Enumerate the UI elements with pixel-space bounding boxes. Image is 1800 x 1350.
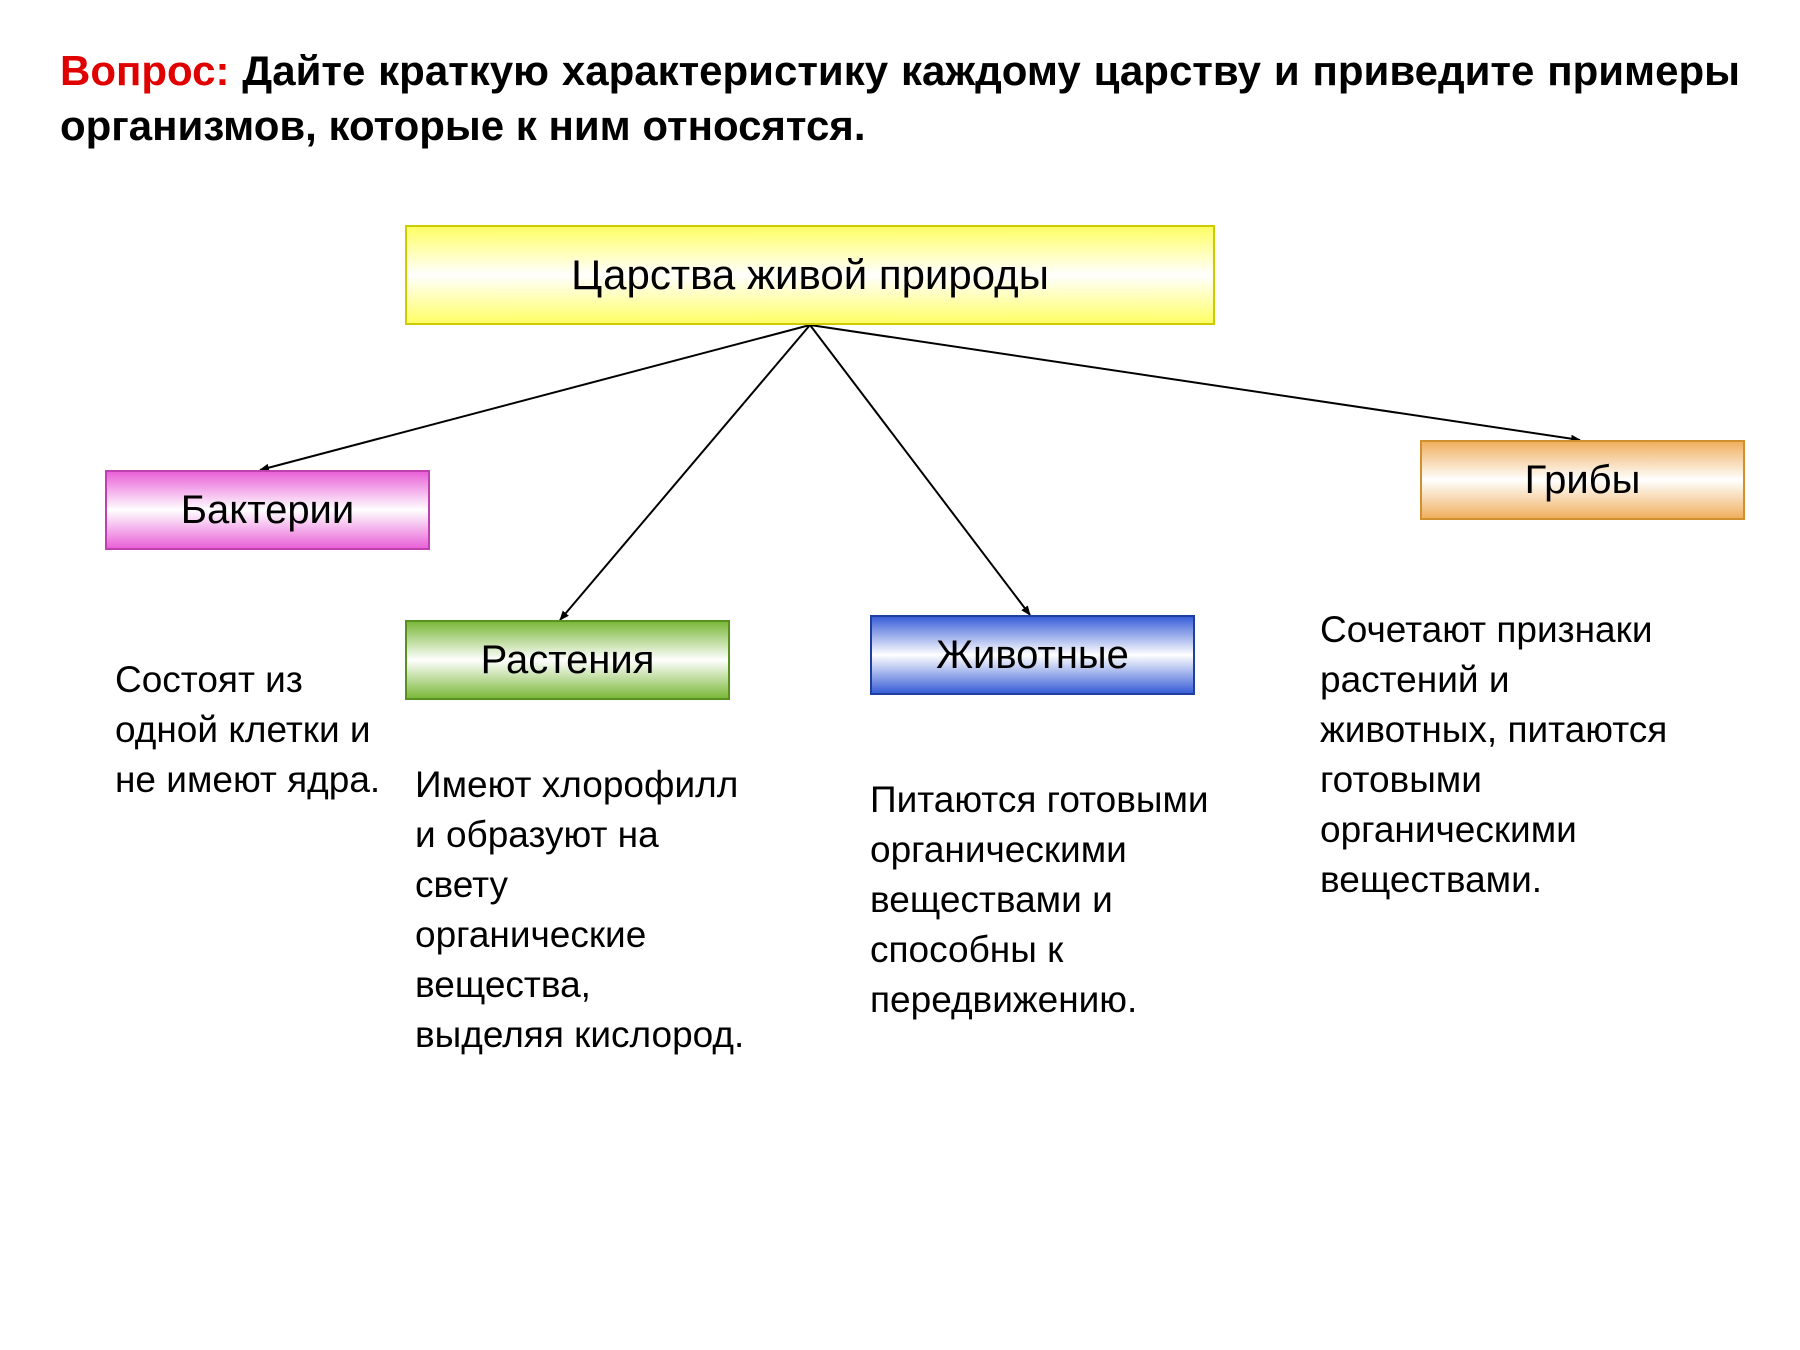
node-fungi: Грибы — [1420, 440, 1745, 520]
desc-animals: Питаются готовыми органическими вещества… — [870, 775, 1210, 1025]
root-node: Царства живой природы — [405, 225, 1215, 325]
root-label: Царства живой природы — [571, 251, 1049, 299]
node-plants: Растения — [405, 620, 730, 700]
node-fungi-label: Грибы — [1525, 458, 1641, 503]
question-label: Вопрос: — [60, 47, 229, 94]
question-header: Вопрос: Дайте краткую характеристику каж… — [60, 44, 1740, 153]
question-text: Дайте краткую характеристику каждому цар… — [60, 47, 1740, 149]
desc-plants: Имеют хлорофилл и образуют на свету орга… — [415, 760, 745, 1060]
node-bacteria: Бактерии — [105, 470, 430, 550]
node-animals: Животные — [870, 615, 1195, 695]
node-bacteria-label: Бактерии — [181, 488, 355, 533]
node-plants-label: Растения — [481, 638, 655, 683]
desc-bacteria: Состоят из одной клетки и не имеют ядра. — [115, 655, 395, 805]
desc-fungi: Сочетают признаки растений и животных, п… — [1320, 605, 1690, 905]
node-animals-label: Животные — [936, 633, 1129, 678]
